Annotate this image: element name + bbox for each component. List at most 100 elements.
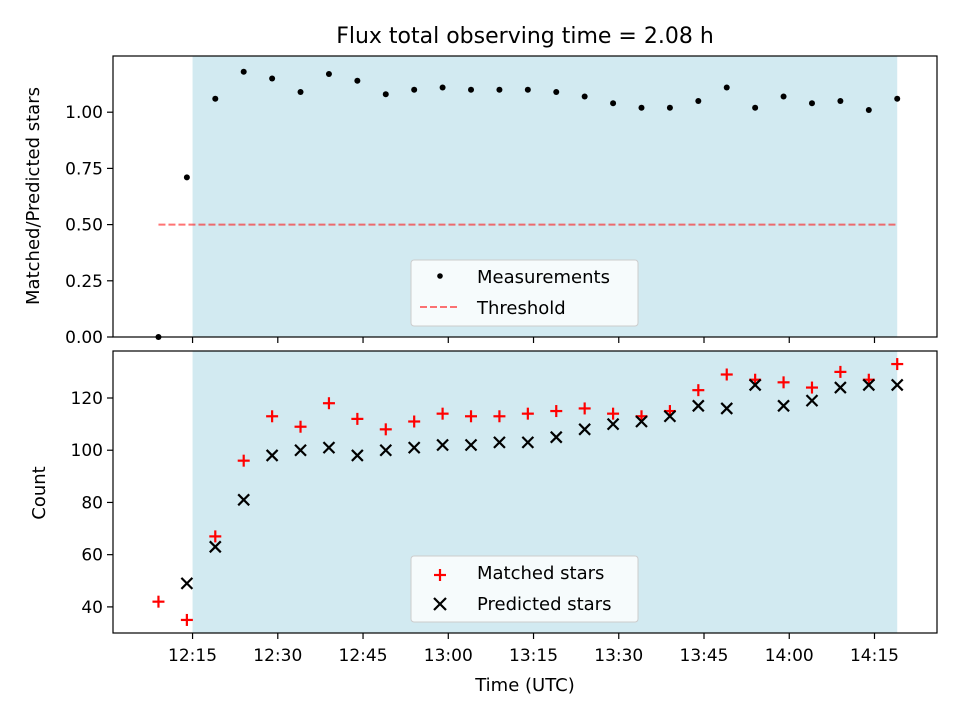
measurement-point xyxy=(837,97,844,104)
measurement-point xyxy=(666,104,673,111)
predicted-stars-point xyxy=(294,443,307,457)
measurement-point xyxy=(354,77,361,84)
bottom-xtick-label: 12:30 xyxy=(253,646,302,666)
measurement-point xyxy=(212,95,219,102)
bottom-xtick-label: 14:00 xyxy=(765,646,814,666)
predicted-stars-point xyxy=(436,438,449,452)
predicted-stars-point xyxy=(748,378,762,392)
matched-stars-point xyxy=(209,530,222,543)
bottom-xtick-label: 12:45 xyxy=(339,646,388,666)
predicted-stars-point xyxy=(777,399,790,413)
predicted-stars-point xyxy=(265,449,279,462)
measurement-point xyxy=(865,106,872,113)
matched-stars-point xyxy=(237,454,250,467)
measurement-point xyxy=(723,84,730,91)
legend-matched-label: Matched stars xyxy=(477,563,604,584)
predicted-stars-point xyxy=(351,449,364,462)
measurement-point xyxy=(297,88,304,95)
bottom-xtick-label: 12:15 xyxy=(168,646,217,666)
measurement-point xyxy=(468,86,475,93)
bottom-panel: 40 60 80 100 120 12:15 12:30 12:45 13:00 13:15 13… xyxy=(29,350,938,696)
measurement-point xyxy=(240,68,247,75)
bottom-ytick-label: 80 xyxy=(81,493,103,513)
bottom-ytick-label: 40 xyxy=(81,598,103,618)
matched-stars-point xyxy=(805,381,818,394)
top-ytick-label: 0.75 xyxy=(65,159,103,179)
predicted-stars-point xyxy=(237,493,250,507)
predicted-stars-point xyxy=(209,540,222,554)
measurement-point xyxy=(439,84,446,91)
measurement-point xyxy=(269,75,276,82)
bottom-ylabel: Count xyxy=(29,466,50,519)
matched-stars-point xyxy=(521,407,534,420)
top-ylabel: Matched/Predicted stars xyxy=(23,87,44,305)
matched-stars-point xyxy=(294,420,307,433)
predicted-stars-point xyxy=(663,409,677,423)
measurement-point xyxy=(382,91,389,98)
predicted-stars-point xyxy=(549,430,563,444)
bottom-xtick-label: 13:15 xyxy=(509,646,558,666)
legend-measurements-label: Measurements xyxy=(477,267,610,288)
measurement-point xyxy=(325,70,332,77)
predicted-stars-point xyxy=(322,441,336,454)
chart-title: Flux total observing time = 2.08 h xyxy=(336,24,714,49)
measurement-point xyxy=(411,86,418,93)
predicted-stars-point xyxy=(493,436,506,449)
predicted-stars-point xyxy=(862,378,876,392)
legend-predicted-marker xyxy=(433,597,447,611)
measurement-point xyxy=(524,86,531,93)
matched-stars-point xyxy=(578,402,591,415)
matched-stars-point xyxy=(152,595,165,608)
bottom-xtick-label: 13:45 xyxy=(680,646,729,666)
bottom-xlabel: Time (UTC) xyxy=(474,675,575,696)
measurement-point xyxy=(638,104,645,111)
top-legend: Measurements Threshold xyxy=(410,259,639,327)
predicted-stars-point xyxy=(635,415,648,428)
matched-stars-point xyxy=(607,407,620,420)
bottom-xtick-label: 13:00 xyxy=(424,646,473,666)
legend-predicted-label: Predicted stars xyxy=(477,594,611,615)
bottom-legend-box xyxy=(410,555,639,623)
top-legend-box xyxy=(410,259,639,327)
matched-stars-point xyxy=(692,384,705,397)
legend-matched-marker xyxy=(434,569,446,581)
matched-stars-point xyxy=(322,397,335,410)
matched-stars-point xyxy=(266,410,279,423)
predicted-stars-point xyxy=(834,381,847,394)
matched-stars-point xyxy=(351,412,364,425)
matched-stars-point xyxy=(834,365,847,378)
measurement-point xyxy=(695,97,702,104)
predicted-stars-point xyxy=(606,417,620,431)
predicted-stars-point xyxy=(521,436,535,449)
bottom-plot-frame xyxy=(112,350,938,634)
top-ytick-label: 0.25 xyxy=(65,272,103,292)
predicted-stars-point xyxy=(578,423,591,436)
matched-stars-point xyxy=(465,410,478,423)
predicted-stars-point xyxy=(180,577,194,590)
predicted-stars-point xyxy=(720,402,734,415)
top-panel: 0.00 0.25 0.50 0.75 1.00 Measurements Thresh… xyxy=(23,55,938,348)
predicted-stars-point xyxy=(407,441,421,454)
legend-threshold-label: Threshold xyxy=(476,298,566,319)
measurement-point xyxy=(553,88,560,95)
predicted-stars-point xyxy=(805,394,819,407)
measurement-point xyxy=(752,104,759,111)
matched-stars-point xyxy=(408,415,421,428)
matched-stars-point xyxy=(720,368,733,381)
legend-measurements-marker xyxy=(437,273,443,279)
measurement-point xyxy=(183,174,190,181)
top-ytick-label: 0.00 xyxy=(65,328,103,348)
predicted-stars-point xyxy=(464,438,478,452)
top-ytick-label: 1.00 xyxy=(65,103,103,123)
matched-stars-point xyxy=(180,613,193,626)
measurement-point xyxy=(610,100,617,107)
bottom-xtick-label: 13:30 xyxy=(594,646,643,666)
measurement-point xyxy=(581,93,588,100)
matched-stars-point xyxy=(891,358,904,371)
predicted-stars-point xyxy=(890,378,904,392)
measurement-point xyxy=(496,86,503,93)
measurement-point xyxy=(894,95,901,102)
measurement-point xyxy=(808,100,815,107)
bottom-legend: Matched stars Predicted stars xyxy=(410,555,639,623)
